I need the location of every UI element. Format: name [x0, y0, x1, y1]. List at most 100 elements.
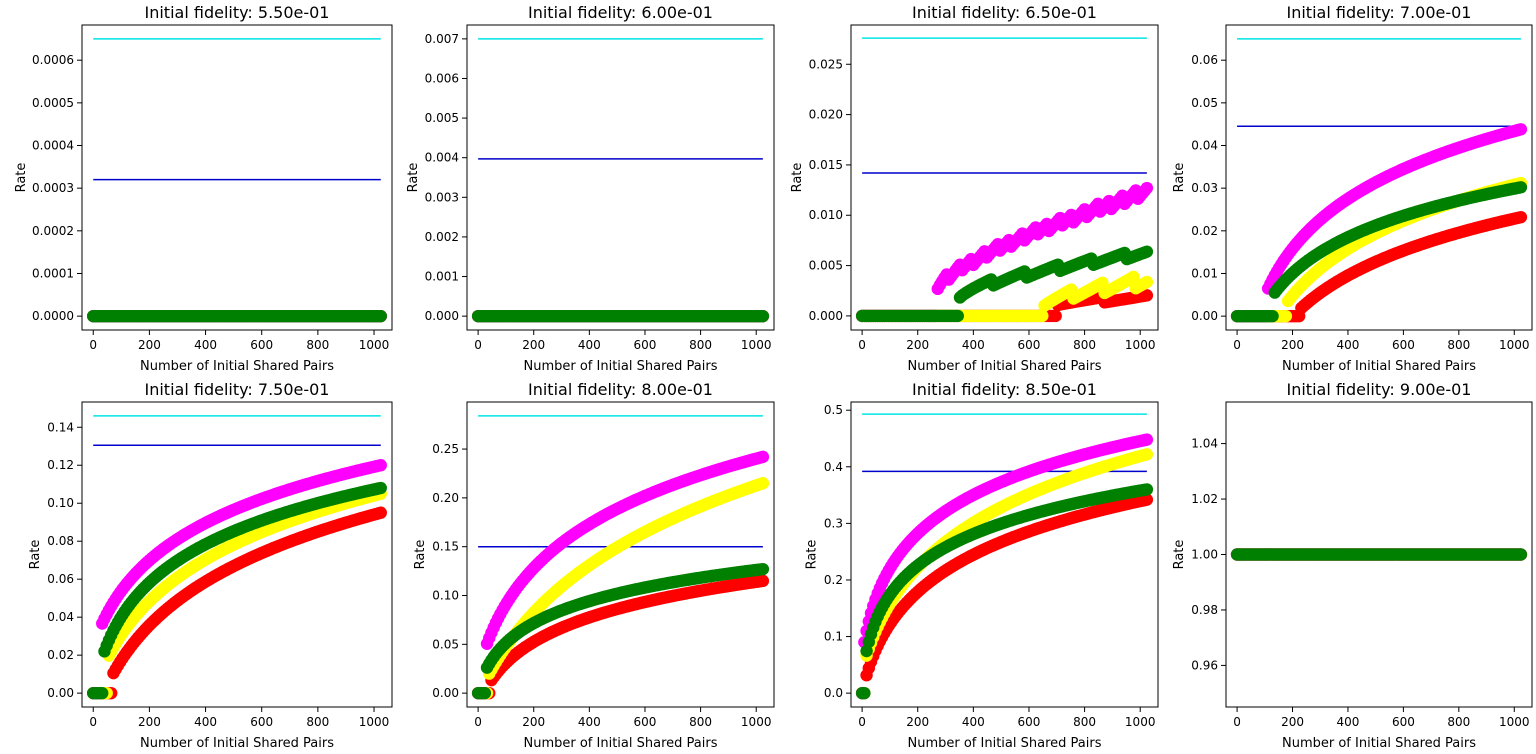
point-red	[756, 574, 770, 588]
x-tick-label: 400	[1337, 715, 1360, 729]
point-green	[1140, 245, 1154, 258]
chart-panel-7: 0 200 400 600 800 1000 0.0 0.1 0.2 0.3 0.4 0.5 Initi…	[804, 380, 1159, 751]
y-axis-label: Rate	[406, 163, 421, 193]
y-tick-label: 0.04	[47, 610, 74, 624]
y-tick-label: 0.20	[432, 491, 459, 505]
point-green	[96, 686, 109, 700]
y-tick-label: 0.05	[432, 637, 459, 651]
y-tick-label: 0.00	[47, 686, 74, 700]
y-tick-label: 0.002	[425, 230, 459, 244]
plot-frame	[850, 24, 1159, 331]
series-green	[471, 562, 770, 700]
y-tick-label: 0.06	[47, 572, 74, 586]
chart-title: Initial fidelity: 7.50e-01	[145, 380, 330, 399]
y-tick-label: 0.14	[47, 420, 74, 434]
x-tick-label: 0	[858, 338, 866, 352]
point-green	[858, 686, 871, 700]
x-axis-label: Number of Initial Shared Pairs	[908, 359, 1102, 374]
point-green	[951, 309, 964, 323]
y-tick-label: 0.0002	[32, 224, 74, 238]
point-red	[1049, 309, 1062, 323]
y-tick-label: 0.0005	[32, 96, 74, 110]
x-tick-label: 800	[689, 338, 712, 352]
x-tick-label: 600	[1392, 715, 1415, 729]
point-magenta	[374, 459, 387, 472]
x-tick-label: 1000	[741, 338, 772, 352]
x-tick-label: 200	[138, 338, 161, 352]
x-tick-label: 200	[522, 715, 545, 729]
chart-panel-6: 0 200 400 600 800 1000 0.00 0.05 0.10 0.15 0.20 0.2…	[413, 380, 775, 751]
x-tick-label: 0	[89, 715, 97, 729]
x-tick-label: 1000	[359, 715, 390, 729]
chart-title: Initial fidelity: 8.50e-01	[912, 380, 1097, 399]
x-tick-label: 200	[906, 715, 929, 729]
chart-panel-1: 0 200 400 600 800 1000 0.0000 0.0001 0.0002 0.000…	[14, 3, 393, 374]
y-tick-label: 0.0003	[32, 181, 74, 195]
chart-title: Initial fidelity: 6.00e-01	[528, 3, 713, 22]
data-points	[855, 181, 1154, 323]
x-tick-label: 200	[1281, 715, 1304, 729]
x-axis-label: Number of Initial Shared Pairs	[524, 359, 718, 374]
point-yellow	[1036, 309, 1049, 323]
series-green	[1230, 181, 1528, 323]
y-tick-label: 0.06	[1191, 53, 1218, 67]
series-magenta	[855, 433, 1154, 700]
y-tick-label: 0.3	[824, 516, 843, 530]
y-tick-label: 0.03	[1191, 181, 1218, 195]
y-tick-label: 0.0	[824, 686, 843, 700]
x-axis-label: Number of Initial Shared Pairs	[524, 736, 718, 751]
point-yellow	[1279, 309, 1293, 323]
y-tick-label: 0.98	[1191, 603, 1218, 617]
x-tick-label: 1000	[1125, 715, 1156, 729]
x-tick-label: 400	[1337, 338, 1360, 352]
point-red	[1140, 493, 1154, 506]
point-magenta	[1140, 433, 1154, 446]
x-axis-label: Number of Initial Shared Pairs	[1282, 359, 1476, 374]
y-tick-label: 1.00	[1191, 548, 1218, 562]
data-points	[1230, 123, 1528, 323]
x-tick-label: 1000	[1499, 715, 1530, 729]
y-tick-label: 0.010	[809, 208, 843, 222]
series-magenta	[87, 459, 387, 700]
chart-panel-5: 0 200 400 600 800 1000 0.00 0.02 0.04 0.06 0.08 0.1…	[28, 380, 393, 751]
x-tick-label: 800	[1073, 338, 1096, 352]
x-tick-label: 800	[689, 715, 712, 729]
point-magenta	[756, 450, 770, 464]
x-tick-label: 400	[962, 338, 985, 352]
x-tick-label: 800	[1447, 338, 1470, 352]
x-tick-label: 200	[138, 715, 161, 729]
chart-title: Initial fidelity: 5.50e-01	[145, 3, 330, 22]
x-tick-label: 0	[474, 338, 482, 352]
point-green	[756, 562, 770, 576]
x-tick-label: 600	[634, 338, 657, 352]
point-green	[374, 481, 387, 495]
x-tick-label: 1000	[1125, 338, 1156, 352]
y-tick-label: 0.15	[432, 540, 459, 554]
y-axis-label: Rate	[14, 163, 29, 193]
chart-panel-8: 0 200 400 600 800 1000 0.96 0.98 1.00 1.02 1.04 Ini…	[1172, 380, 1533, 751]
y-tick-label: 0.005	[425, 111, 459, 125]
y-tick-label: 0.0006	[32, 53, 74, 67]
y-axis-label: Rate	[28, 540, 43, 570]
y-tick-label: 0.007	[425, 32, 459, 46]
y-tick-label: 0.004	[425, 151, 459, 165]
x-tick-label: 0	[1233, 338, 1241, 352]
y-tick-label: 0.02	[47, 648, 74, 662]
data-points	[471, 309, 770, 323]
x-axis-label: Number of Initial Shared Pairs	[908, 736, 1102, 751]
data-points	[471, 450, 770, 700]
data-points	[855, 433, 1154, 700]
point-green	[1514, 181, 1528, 194]
x-tick-label: 200	[906, 338, 929, 352]
x-tick-label: 400	[194, 338, 217, 352]
y-tick-label: 0.10	[47, 496, 74, 510]
y-tick-label: 0.0004	[32, 139, 74, 153]
series-green	[87, 309, 387, 323]
x-tick-label: 600	[250, 338, 273, 352]
point-green	[478, 686, 491, 700]
x-axis-label: Number of Initial Shared Pairs	[140, 359, 334, 374]
y-tick-label: 0.003	[425, 190, 459, 204]
chart-title: Initial fidelity: 9.00e-01	[1287, 380, 1472, 399]
plot-frame	[850, 401, 1159, 708]
